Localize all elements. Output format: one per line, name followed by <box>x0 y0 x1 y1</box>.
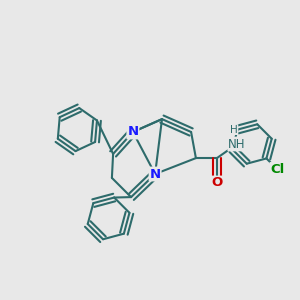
Text: Cl: Cl <box>270 163 285 176</box>
Text: O: O <box>211 176 223 190</box>
Text: NH: NH <box>228 137 246 151</box>
Text: N: N <box>127 125 139 139</box>
Text: H: H <box>230 124 238 135</box>
Text: N: N <box>149 167 161 181</box>
